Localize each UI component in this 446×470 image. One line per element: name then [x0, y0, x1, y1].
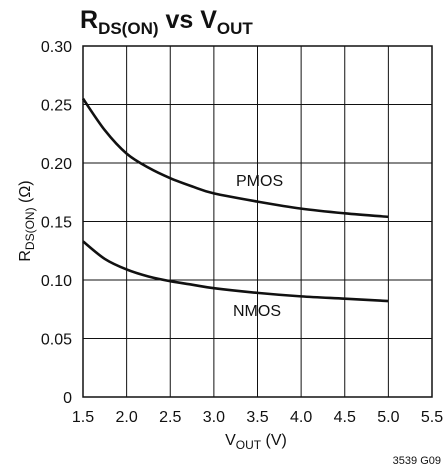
y-tick-label: 0.20: [41, 156, 72, 173]
x-tick-label: 2.0: [116, 409, 138, 426]
x-tick-label: 5.0: [377, 409, 399, 426]
x-tick-label: 4.5: [334, 409, 356, 426]
series-label-pmos: PMOS: [236, 173, 283, 190]
x-tick-label: 3.0: [203, 409, 225, 426]
series-line-nmos: [82, 240, 389, 303]
y-tick-label: 0.30: [41, 39, 72, 56]
y-tick-label: 0.10: [41, 273, 72, 290]
x-tick-label: 5.5: [421, 409, 443, 426]
series-label-nmos: NMOS: [233, 303, 281, 320]
plot-border: [82, 45, 433, 398]
x-tick-label: 4.0: [290, 409, 312, 426]
y-axis-label: RDS(ON) (Ω): [17, 180, 37, 261]
y-tick-labels: 0 0.05 0.10 0.15 0.20 0.25 0.30: [41, 39, 72, 407]
x-tick-labels: 1.5 2.0 2.5 3.0 3.5 4.0 4.5 5.0 5.5: [72, 409, 443, 426]
x-axis-label: VOUT (V): [225, 432, 287, 452]
x-tick-label: 2.5: [159, 409, 181, 426]
x-tick-label: 3.5: [246, 409, 268, 426]
y-tick-label: 0.15: [41, 215, 72, 232]
series-lines: [81, 97, 389, 303]
y-tick-label: 0.05: [41, 332, 72, 349]
series-line-pmos: [81, 97, 389, 219]
grid: [82, 45, 433, 398]
y-tick-label: 0: [63, 390, 72, 407]
plot-frame: [82, 45, 433, 398]
x-tick-label: 1.5: [72, 409, 94, 426]
figure-id: 3539 G09: [393, 455, 441, 467]
y-tick-label: 0.25: [41, 98, 72, 115]
chart-title: RDS(ON) vs VOUT: [80, 6, 253, 38]
